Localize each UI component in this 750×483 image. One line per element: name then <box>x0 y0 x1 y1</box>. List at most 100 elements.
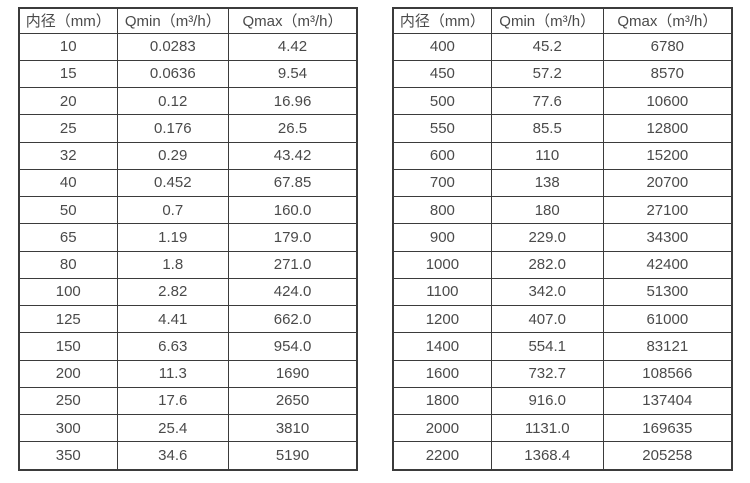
table-cell: 32 <box>18 141 118 170</box>
table-row: 1400 554.1 83121 <box>392 332 733 361</box>
table-cell: 2.82 <box>116 277 230 307</box>
table-cell: 43.42 <box>228 141 358 170</box>
header-inner-diameter: 内径（mm） <box>18 7 118 34</box>
table-cell: 61000 <box>602 304 733 334</box>
table-cell: 0.0636 <box>116 59 230 89</box>
table-row: 450 57.2 8570 <box>392 59 733 89</box>
table-cell: 4.41 <box>116 304 230 334</box>
table-row: 700 138 20700 <box>392 168 733 198</box>
table-cell: 0.176 <box>116 114 230 143</box>
table-cell: 15 <box>18 59 118 89</box>
table-cell: 1.19 <box>116 223 230 252</box>
table-cell: 282.0 <box>490 250 604 279</box>
table-row: 600 110 15200 <box>392 141 733 170</box>
table-cell: 600 <box>392 141 492 170</box>
table-cell: 2200 <box>392 441 492 471</box>
table-cell: 26.5 <box>228 114 358 143</box>
header-qmin: Qmin（m³/h） <box>116 7 230 34</box>
table-row: 1100 342.0 51300 <box>392 277 733 307</box>
table-cell: 83121 <box>602 332 733 361</box>
table-cell: 20700 <box>602 168 733 198</box>
table-cell: 0.29 <box>116 141 230 170</box>
table-cell: 179.0 <box>228 223 358 252</box>
table-cell: 51300 <box>602 277 733 307</box>
table-cell: 1000 <box>392 250 492 279</box>
table-row: 400 45.2 6780 <box>392 32 733 61</box>
table-row: 25 0.176 26.5 <box>18 114 358 143</box>
table-cell: 229.0 <box>490 223 604 252</box>
table-row: 2000 1131.0 169635 <box>392 413 733 443</box>
table-cell: 1.8 <box>116 250 230 279</box>
table-cell: 100 <box>18 277 118 307</box>
table-cell: 0.0283 <box>116 32 230 61</box>
table-cell: 34300 <box>602 223 733 252</box>
table-cell: 25 <box>18 114 118 143</box>
table-cell: 0.452 <box>116 168 230 198</box>
table-row: 65 1.19 179.0 <box>18 223 358 252</box>
table-row: 800 180 27100 <box>392 195 733 225</box>
table-cell: 400 <box>392 32 492 61</box>
table-row: 200 11.3 1690 <box>18 359 358 388</box>
table-row: 50 0.7 160.0 <box>18 195 358 225</box>
table-row: 125 4.41 662.0 <box>18 304 358 334</box>
header-row: 内径（mm） Qmin（m³/h） Qmax（m³/h） <box>18 7 358 34</box>
table-cell: 34.6 <box>116 441 230 471</box>
table-cell: 271.0 <box>228 250 358 279</box>
table-cell: 25.4 <box>116 413 230 443</box>
table-cell: 450 <box>392 59 492 89</box>
table-row: 20 0.12 16.96 <box>18 86 358 116</box>
table-cell: 1690 <box>228 359 358 388</box>
table-cell: 500 <box>392 86 492 116</box>
table-cell: 407.0 <box>490 304 604 334</box>
table-row: 32 0.29 43.42 <box>18 141 358 170</box>
table-cell: 200 <box>18 359 118 388</box>
header-qmax: Qmax（m³/h） <box>602 7 733 34</box>
table-cell: 12800 <box>602 114 733 143</box>
table-cell: 0.12 <box>116 86 230 116</box>
table-cell: 67.85 <box>228 168 358 198</box>
table-cell: 424.0 <box>228 277 358 307</box>
flow-table-right: 内径（mm） Qmin（m³/h） Qmax（m³/h） 400 45.2 6780… <box>392 7 733 471</box>
table-cell: 50 <box>18 195 118 225</box>
table-cell: 6.63 <box>116 332 230 361</box>
table-cell: 169635 <box>602 413 733 443</box>
table-cell: 5190 <box>228 441 358 471</box>
table-cell: 1800 <box>392 386 492 416</box>
table-row: 100 2.82 424.0 <box>18 277 358 307</box>
table-cell: 42400 <box>602 250 733 279</box>
table-cell: 80 <box>18 250 118 279</box>
table-cell: 662.0 <box>228 304 358 334</box>
header-qmin: Qmin（m³/h） <box>490 7 604 34</box>
table-cell: 4.42 <box>228 32 358 61</box>
table-cell: 554.1 <box>490 332 604 361</box>
table-cell: 8570 <box>602 59 733 89</box>
table-row: 40 0.452 67.85 <box>18 168 358 198</box>
table-cell: 350 <box>18 441 118 471</box>
table-cell: 342.0 <box>490 277 604 307</box>
table-cell: 1368.4 <box>490 441 604 471</box>
flow-table-left: 内径（mm） Qmin（m³/h） Qmax（m³/h） 10 0.0283 4.4… <box>18 7 358 471</box>
table-cell: 2650 <box>228 386 358 416</box>
table-cell: 20 <box>18 86 118 116</box>
table-cell: 125 <box>18 304 118 334</box>
table-cell: 1400 <box>392 332 492 361</box>
table-row: 550 85.5 12800 <box>392 114 733 143</box>
table-row: 80 1.8 271.0 <box>18 250 358 279</box>
table-cell: 700 <box>392 168 492 198</box>
table-cell: 3810 <box>228 413 358 443</box>
table-cell: 11.3 <box>116 359 230 388</box>
table-cell: 77.6 <box>490 86 604 116</box>
table-cell: 40 <box>18 168 118 198</box>
table-cell: 137404 <box>602 386 733 416</box>
table-cell: 2000 <box>392 413 492 443</box>
table-cell: 1600 <box>392 359 492 388</box>
table-row: 250 17.6 2650 <box>18 386 358 416</box>
table-cell: 27100 <box>602 195 733 225</box>
table-cell: 900 <box>392 223 492 252</box>
table-cell: 17.6 <box>116 386 230 416</box>
table-cell: 250 <box>18 386 118 416</box>
table-cell: 9.54 <box>228 59 358 89</box>
table-cell: 150 <box>18 332 118 361</box>
table-row: 900 229.0 34300 <box>392 223 733 252</box>
table-row: 2200 1368.4 205258 <box>392 441 733 471</box>
